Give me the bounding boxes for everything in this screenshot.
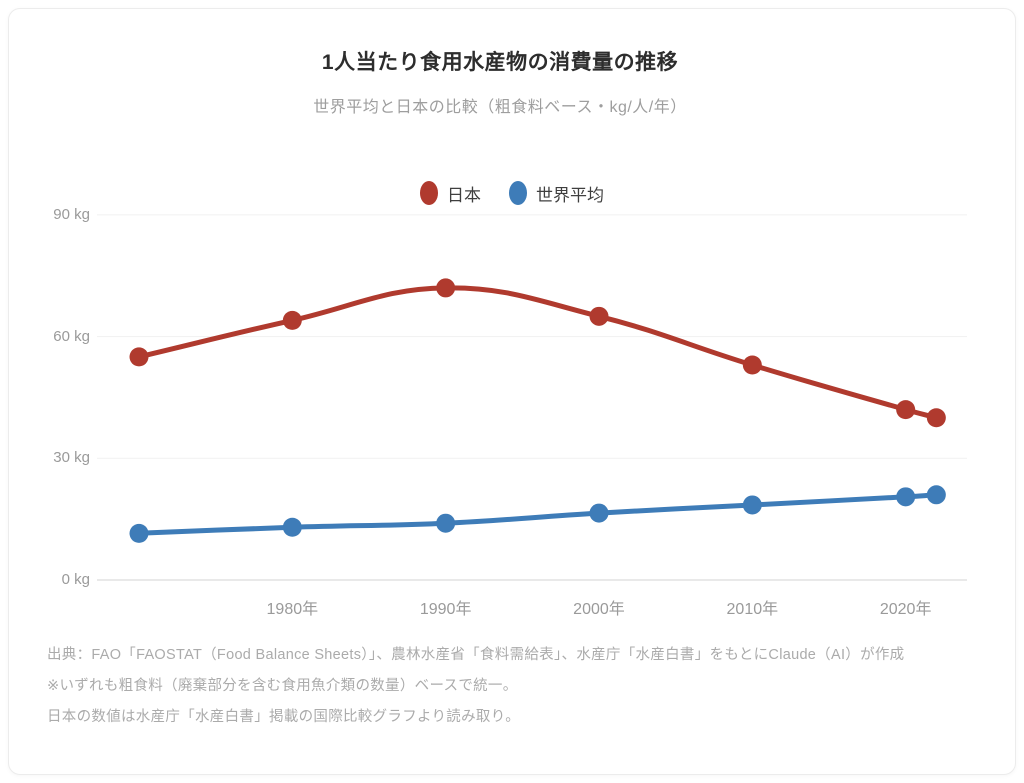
world-point-1970 (129, 523, 149, 543)
source-note-line: 日本の数値は水産庁「水産白書」掲載の国際比較グラフより読み取り。 (47, 709, 521, 725)
japan-line (136, 285, 939, 421)
world-point-1980 (282, 517, 302, 537)
chart-subtitle: 世界平均と日本の比較（粗食料ベース・kg/人/年） (313, 99, 687, 116)
x-axis-label-2020: 2020年 (879, 601, 932, 618)
y-axis-label-60: 60 kg (53, 327, 90, 345)
japan-point-1990 (436, 278, 456, 298)
x-axis-label-1990: 1990年 (419, 601, 472, 618)
world-point-2022 (926, 485, 946, 505)
legend-label-japan: 日本 (447, 185, 481, 205)
legend-item-world[interactable]: 世界平均 (509, 181, 604, 206)
japan-point-2010 (742, 355, 762, 375)
japan-legend-marker-icon (420, 181, 438, 205)
japan-point-2000 (589, 306, 609, 326)
x-axis-label-1980: 1980年 (266, 601, 319, 618)
legend-label-world: 世界平均 (536, 185, 604, 205)
world-line (136, 492, 939, 536)
source-note-line: ※いずれも粗食料（廃棄部分を含む食用魚介類の数量）ベースで統一。 (47, 678, 518, 694)
japan-point-1980 (282, 310, 302, 330)
chart-title: 1人当たり食用水産物の消費量の推移 (321, 51, 679, 74)
x-axis-label-2000: 2000年 (573, 601, 625, 618)
world-point-1990 (436, 513, 456, 533)
world-point-2010 (742, 495, 762, 515)
source-notes: 出典：FAO「FAOSTAT（Food Balance Sheets）」、農林水… (47, 640, 977, 733)
y-axis-label-90: 90 kg (53, 205, 90, 223)
japan-point-2020 (896, 400, 916, 420)
line-chart-canvas (97, 214, 967, 581)
legend-item-japan[interactable]: 日本 (420, 181, 481, 206)
y-axis-label-30: 30 kg (53, 449, 90, 467)
japan-point-1970 (129, 347, 149, 367)
world-point-2020 (896, 487, 916, 507)
chart-legend: 日本 世界平均 (0, 180, 1024, 206)
world-legend-marker-icon (509, 181, 527, 205)
source-note-line: 出典：FAO「FAOSTAT（Food Balance Sheets）」、農林水… (47, 647, 905, 663)
y-axis-label-0: 0 kg (61, 571, 90, 588)
x-axis-label-2010: 2010年 (726, 601, 779, 618)
japan-point-2022 (926, 408, 946, 428)
world-point-2000 (589, 503, 609, 523)
